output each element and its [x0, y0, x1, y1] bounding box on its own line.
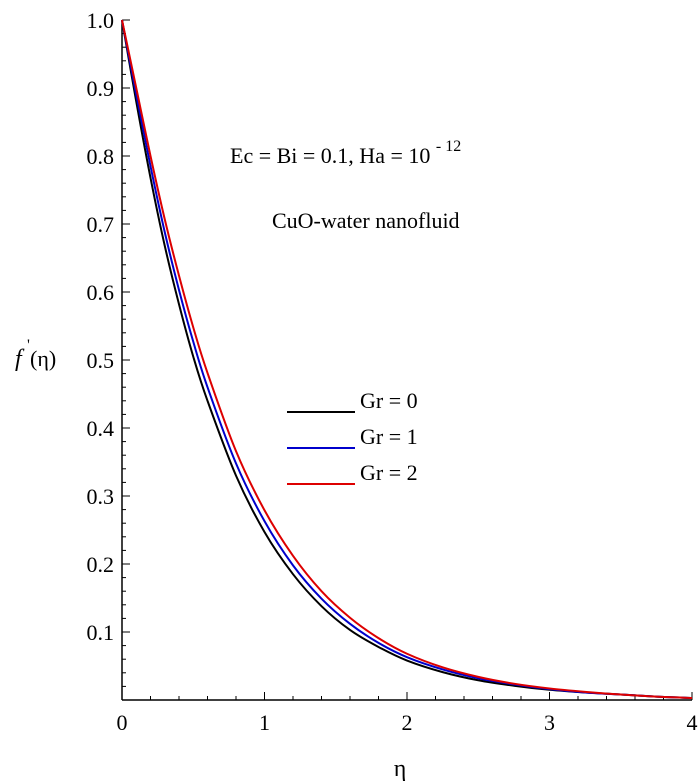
legend: Gr = 0 Gr = 1 Gr = 2 — [287, 388, 418, 485]
legend-label-2: Gr = 2 — [360, 460, 418, 485]
y-axis-label-arg: (η) — [30, 346, 56, 371]
y-tick-label: 0.1 — [87, 620, 115, 645]
legend-label-1: Gr = 1 — [360, 424, 418, 449]
legend-label-0: Gr = 0 — [360, 388, 418, 413]
series-layer — [121, 19, 693, 699]
params-annotation-main: Ec = Bi = 0.1, Ha = 10 — [230, 143, 430, 168]
axes: 0 1 2 3 4 0.1 0.2 0.3 0.4 0.5 0.6 0.7 0.8 0.9 1.0 — [87, 8, 698, 735]
y-tick-label: 0.8 — [87, 144, 115, 169]
y-tick-label: 0.4 — [87, 416, 115, 441]
y-tick-label: 0.7 — [87, 212, 115, 237]
fluid-annotation: CuO-water nanofluid — [272, 208, 460, 233]
series-line-2 — [121, 19, 693, 699]
y-tick-label: 0.6 — [87, 280, 115, 305]
y-tick-label: 1.0 — [87, 8, 115, 33]
y-tick-label: 0.9 — [87, 76, 115, 101]
y-axis-label: f ' (η) — [15, 337, 56, 372]
y-axis-label-f: f — [15, 346, 25, 372]
y-tick-label: 0.5 — [87, 348, 115, 373]
y-axis-label-prime: ' — [27, 337, 30, 354]
params-annotation-exponent: - 12 — [436, 138, 461, 155]
x-axis-label: η — [394, 756, 407, 781]
y-tick-label: 0.2 — [87, 552, 115, 577]
x-tick-label: 3 — [544, 710, 555, 735]
params-annotation: Ec = Bi = 0.1, Ha = 10 - 12 — [230, 138, 461, 168]
series-line-0 — [121, 19, 693, 699]
y-tick-label: 0.3 — [87, 484, 115, 509]
series-line-1 — [121, 19, 693, 699]
x-tick-label: 4 — [687, 710, 698, 735]
x-tick-label: 0 — [117, 710, 128, 735]
x-tick-label: 2 — [402, 710, 413, 735]
x-tick-label: 1 — [259, 710, 270, 735]
